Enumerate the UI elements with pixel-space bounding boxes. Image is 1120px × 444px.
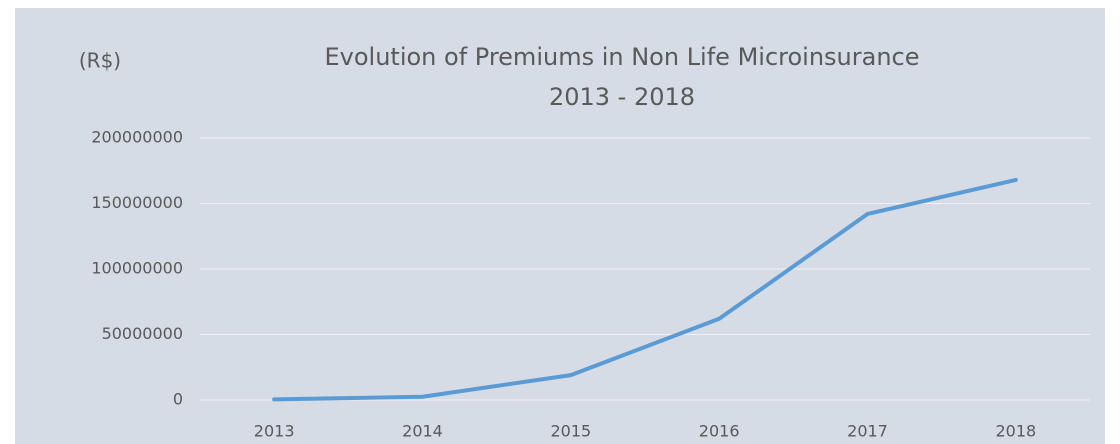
y-axis-label: (R$) [79, 49, 121, 73]
y-tick-label: 50000000 [102, 324, 183, 343]
x-tick-label: 2013 [254, 422, 295, 441]
x-tick-label: 2018 [995, 422, 1036, 441]
y-tick-label: 100000000 [91, 259, 183, 278]
y-tick-label: 0 [173, 390, 183, 409]
line-series [272, 177, 1018, 402]
chart-title: Evolution of Premiums in Non Life Microi… [324, 43, 919, 71]
x-tick-label: 2015 [550, 422, 591, 441]
chart-background [15, 8, 1105, 444]
x-tick-label: 2014 [402, 422, 443, 441]
x-tick-label: 2017 [847, 422, 888, 441]
y-tick-label: 150000000 [91, 193, 183, 212]
x-tick-label: 2016 [699, 422, 740, 441]
chart-subtitle: 2013 - 2018 [549, 83, 695, 111]
y-tick-label: 200000000 [91, 128, 183, 147]
